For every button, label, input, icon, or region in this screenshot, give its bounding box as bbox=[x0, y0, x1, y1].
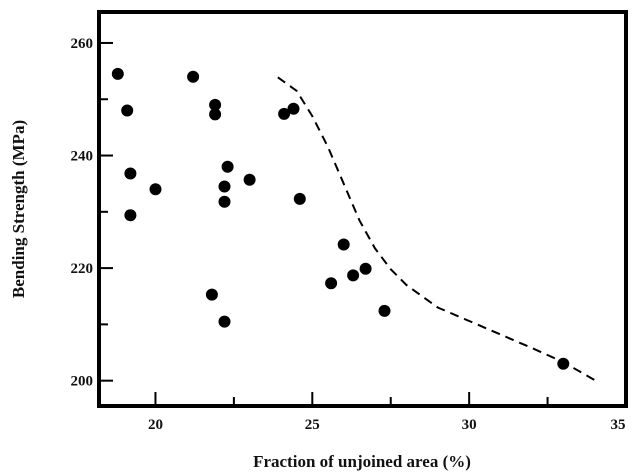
data-point bbox=[121, 104, 134, 117]
data-point bbox=[557, 357, 570, 370]
data-point bbox=[209, 98, 222, 111]
y-tick-label: 200 bbox=[71, 374, 94, 390]
data-point bbox=[287, 102, 300, 115]
data-point bbox=[359, 262, 372, 275]
data-point bbox=[325, 277, 338, 290]
y-tick-label: 260 bbox=[71, 36, 94, 52]
data-point bbox=[293, 192, 306, 205]
data-point bbox=[243, 173, 256, 186]
x-axis-label: Fraction of unjoined area (%) bbox=[253, 452, 471, 471]
data-point bbox=[218, 315, 231, 328]
plot-frame bbox=[97, 10, 628, 408]
axis-tick-labels: 20 25 30 35 200 220 240 260 bbox=[71, 36, 626, 433]
data-point bbox=[347, 269, 360, 282]
trend-curve bbox=[277, 76, 596, 381]
data-point bbox=[149, 183, 162, 196]
data-point bbox=[124, 167, 137, 180]
data-point bbox=[209, 108, 222, 121]
x-tick-label: 35 bbox=[611, 417, 626, 433]
data-point bbox=[337, 238, 350, 251]
data-point bbox=[218, 195, 231, 208]
data-point bbox=[378, 304, 391, 317]
x-tick-label: 30 bbox=[462, 417, 477, 433]
y-tick-label: 240 bbox=[71, 149, 94, 165]
x-tick-label: 20 bbox=[148, 417, 163, 433]
y-tick-label: 220 bbox=[71, 261, 94, 277]
x-tick-label: 25 bbox=[305, 417, 320, 433]
data-points bbox=[111, 67, 570, 370]
data-point bbox=[111, 67, 124, 80]
axis-ticks bbox=[99, 41, 627, 406]
data-point bbox=[278, 107, 291, 120]
data-point bbox=[221, 160, 234, 173]
data-point bbox=[124, 209, 137, 222]
data-point bbox=[218, 180, 231, 193]
data-point bbox=[187, 70, 200, 83]
data-point bbox=[205, 288, 218, 301]
y-axis-label: Bending Strength (MPa) bbox=[9, 120, 28, 298]
